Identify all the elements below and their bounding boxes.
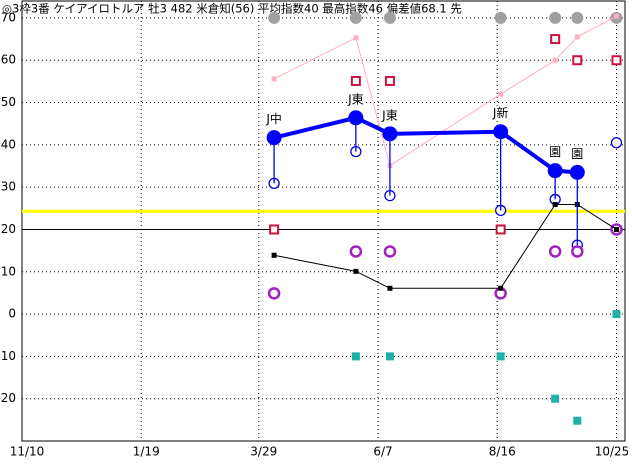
marker xyxy=(271,76,277,82)
marker xyxy=(613,13,619,19)
marker xyxy=(547,163,563,179)
marker xyxy=(384,75,395,86)
plot-frame xyxy=(21,0,626,442)
marker xyxy=(348,110,364,126)
marker xyxy=(353,268,359,274)
marker xyxy=(383,11,396,24)
x-tick-label: 1/19 xyxy=(133,445,160,459)
marker xyxy=(552,202,558,207)
marker xyxy=(571,245,584,258)
marker xyxy=(549,11,562,24)
data-label: J東 xyxy=(381,108,398,122)
y-tick-label: -10 xyxy=(0,349,16,363)
marker xyxy=(610,137,623,149)
marker xyxy=(266,130,282,146)
marker xyxy=(383,245,397,258)
marker xyxy=(552,57,558,63)
y-tick-label: 0 xyxy=(8,307,16,321)
marker xyxy=(353,35,359,41)
y-tick-label: 30 xyxy=(1,180,16,194)
marker xyxy=(498,285,504,291)
y-tick-label: -20 xyxy=(0,391,16,405)
marker xyxy=(387,285,393,291)
marker xyxy=(613,226,619,232)
y-tick-label: 20 xyxy=(1,222,16,236)
marker xyxy=(571,11,584,24)
x-tick-label: 8/16 xyxy=(489,445,516,459)
x-tick-label: 3/29 xyxy=(250,445,277,459)
data-label: J中 xyxy=(265,111,282,126)
y-tick-label: 70 xyxy=(1,10,16,24)
marker xyxy=(269,224,280,235)
marker xyxy=(572,55,583,66)
marker xyxy=(611,55,622,66)
marker xyxy=(351,352,360,361)
data-label: 園 xyxy=(571,147,583,161)
marker xyxy=(569,164,585,180)
marker xyxy=(612,310,621,319)
x-tick-label: 6/7 xyxy=(373,445,392,459)
marker xyxy=(382,126,398,142)
y-tick-label: 60 xyxy=(1,53,16,67)
marker xyxy=(267,287,281,300)
marker xyxy=(551,394,560,403)
marker xyxy=(385,352,394,361)
marker xyxy=(574,34,580,40)
marker xyxy=(498,91,504,97)
data-label: 園 xyxy=(549,145,561,159)
marker xyxy=(548,245,562,258)
y-tick-label: 10 xyxy=(1,264,16,278)
data-label: J東 xyxy=(347,92,364,106)
marker xyxy=(496,352,505,361)
marker xyxy=(495,224,506,235)
y-tick-label: 50 xyxy=(1,95,16,109)
x-tick-label: 11/10 xyxy=(10,445,45,459)
chart-title: ◎3枠3番 ケイアイロトルア 牡3 482 米倉知(56) 平均指数40 最高指… xyxy=(2,2,462,16)
y-tick-label: 40 xyxy=(1,137,16,151)
data-label: J新 xyxy=(492,105,509,120)
marker xyxy=(493,124,509,140)
x-tick-label: 10/25 xyxy=(595,445,630,459)
marker xyxy=(550,34,561,45)
marker xyxy=(349,11,362,24)
marker xyxy=(271,252,277,258)
marker xyxy=(573,416,582,425)
marker xyxy=(494,11,507,24)
marker xyxy=(268,11,281,24)
marker xyxy=(349,245,363,258)
marker xyxy=(350,75,361,86)
